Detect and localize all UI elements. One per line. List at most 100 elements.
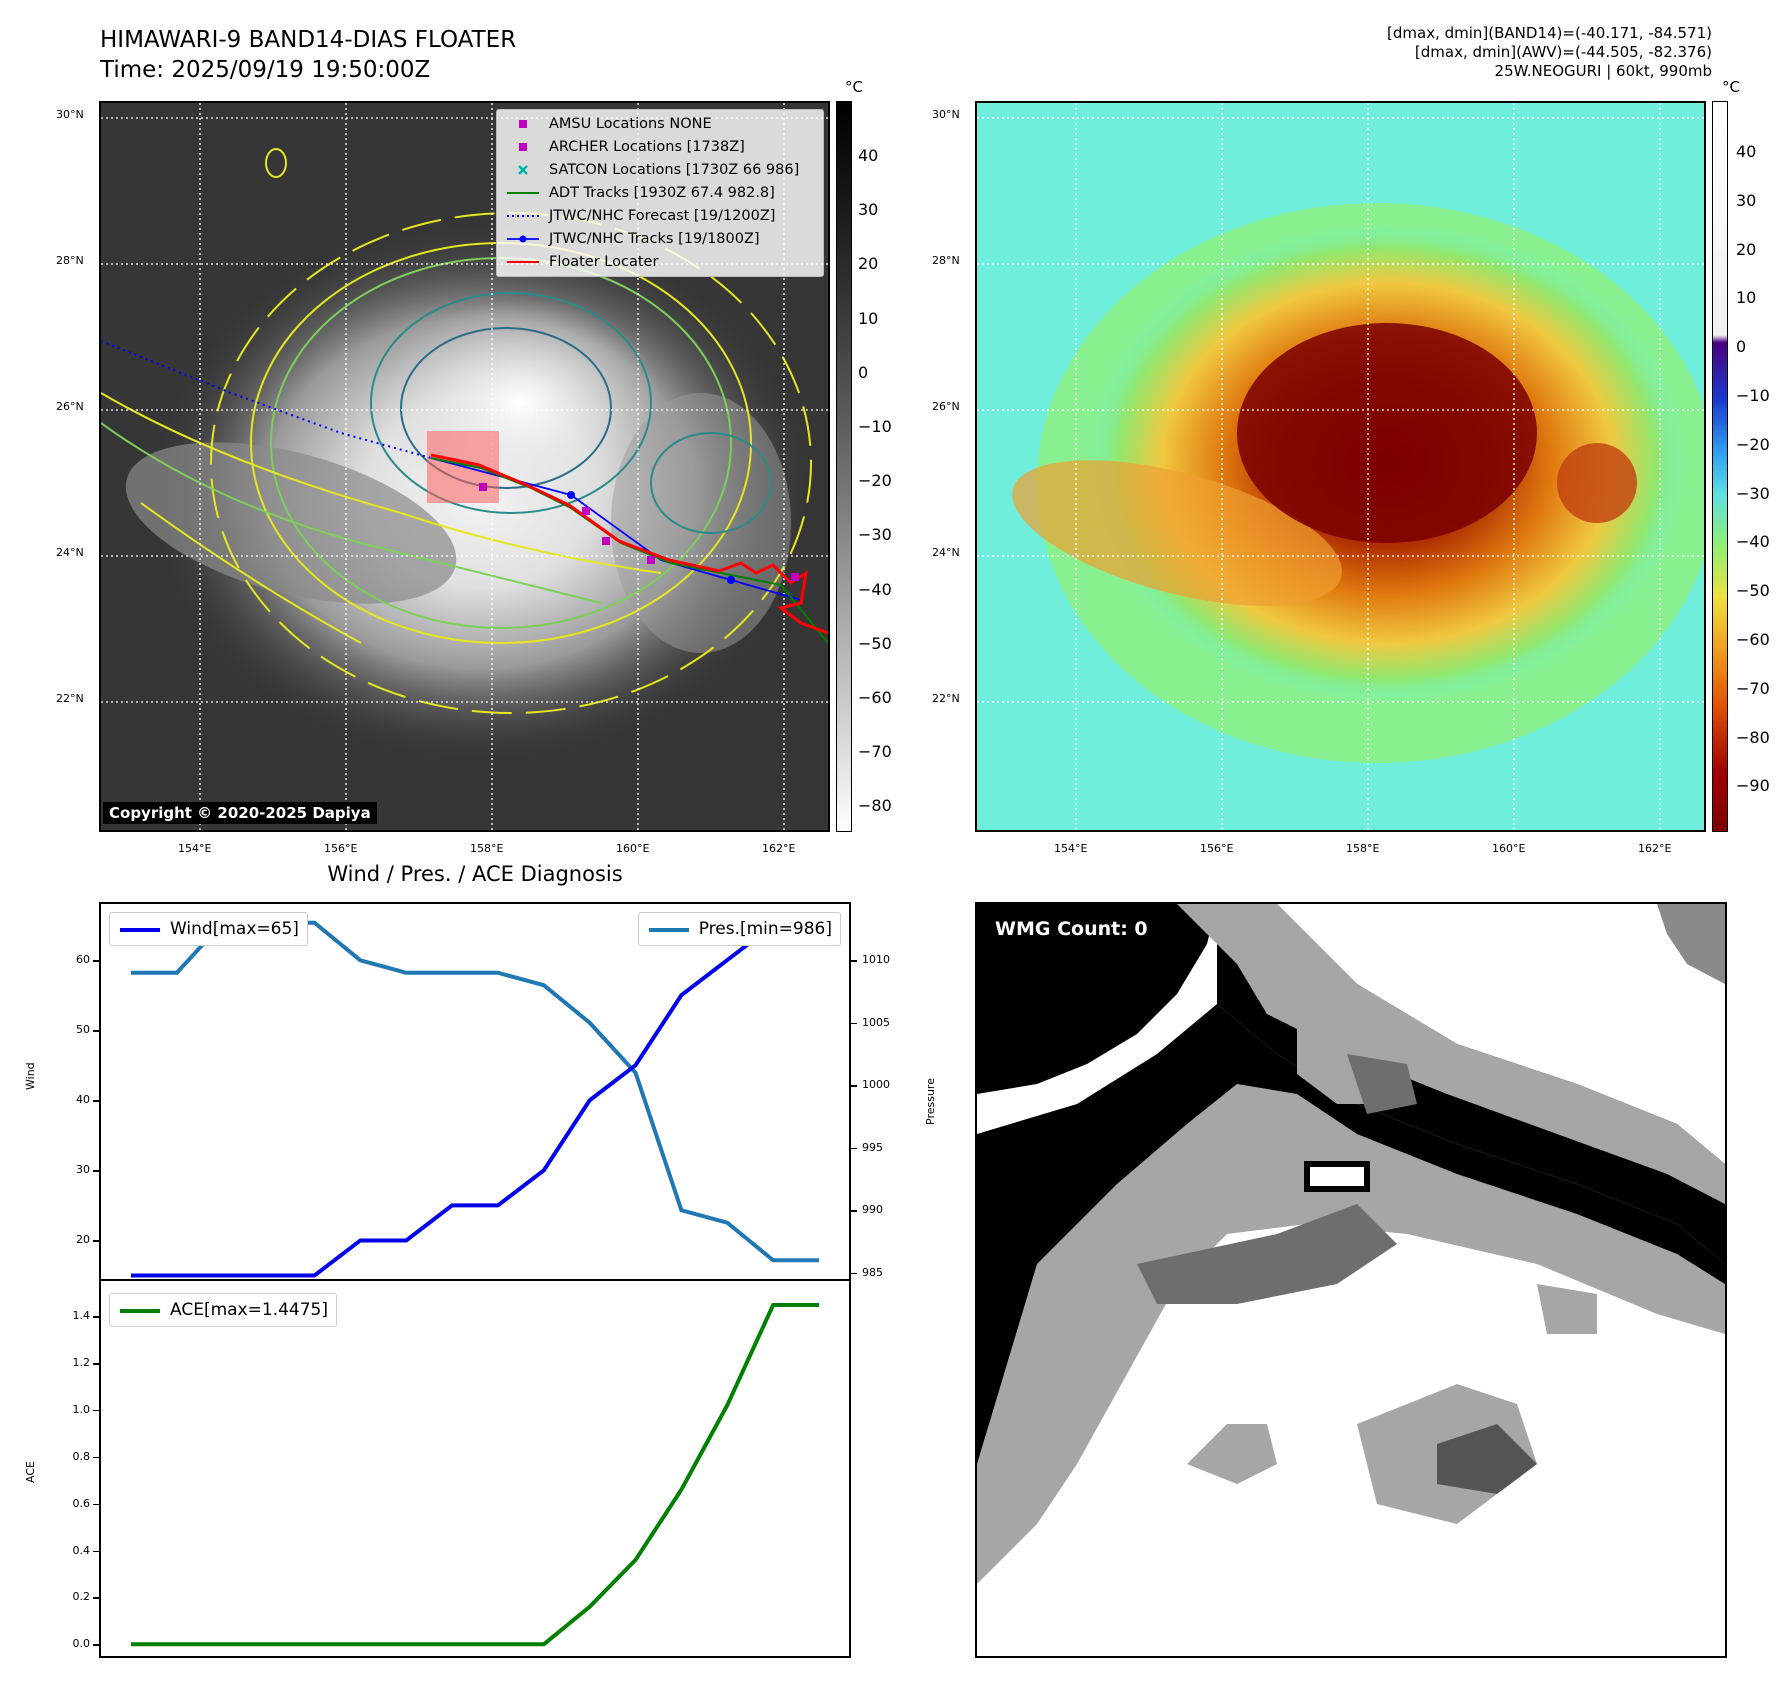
- pres-legend: Pres.[min=986]: [637, 912, 841, 946]
- awv-map-lat-label: 22°N: [932, 692, 960, 705]
- y-tick-label: 1.2: [72, 1356, 91, 1370]
- legend-symbol: [507, 192, 539, 194]
- ir-map-lon-label: 154°E: [178, 842, 212, 855]
- awv-map-lon-label: 162°E: [1638, 842, 1672, 855]
- y-tick-mark: [93, 1597, 99, 1599]
- y-tick-mark: [93, 1456, 99, 1459]
- pressure-tick-mark: [851, 1022, 857, 1025]
- wmg-panel: WMG Count: 0: [975, 902, 1727, 1658]
- right-colorbar: [1712, 101, 1728, 832]
- colorbar-left-tick: −80: [858, 796, 892, 816]
- colorbar-left-tick: 10: [858, 308, 879, 328]
- y-tick-mark: [93, 1550, 99, 1553]
- ir-map-lon-label: 158°E: [470, 842, 504, 855]
- y-tick-label: 20: [76, 1233, 90, 1247]
- ir-map-lat-label: 24°N: [56, 546, 84, 559]
- awv-map-lat-label: 30°N: [932, 108, 960, 121]
- colorbar-left-tick: 20: [858, 254, 879, 274]
- y-tick-label: 50: [76, 1023, 90, 1037]
- colorbar-right-tick: −90: [1736, 776, 1770, 796]
- y-tick-label: 0.8: [72, 1449, 91, 1463]
- ir-map-panel: Copyright © 2020-2025 Dapiya AMSU Locati…: [99, 101, 830, 832]
- colorbar-right-tick: 0: [1736, 337, 1747, 357]
- pressure-tick-mark: [851, 960, 857, 962]
- ace-legend: ACE[max=1.4475]: [109, 1293, 337, 1327]
- y-tick-mark: [93, 1240, 99, 1242]
- y-tick-label: 0.6: [72, 1496, 91, 1510]
- ir-map-lat-label: 28°N: [56, 254, 84, 267]
- wmg-image: [977, 904, 1725, 1656]
- pressure-tick-label: 990: [862, 1203, 883, 1217]
- left-colorbar: [836, 101, 852, 832]
- legend-label: ARCHER Locations [1738Z]: [549, 139, 745, 155]
- ir-map-lon-label: 156°E: [324, 842, 358, 855]
- colorbar-right-tick: 20: [1736, 239, 1757, 259]
- wmg-count-label: WMG Count: 0: [995, 918, 1148, 940]
- dmax-awv: [dmax, dmin](AWV)=(-44.505, -82.376): [1414, 43, 1712, 61]
- legend-symbol: [507, 215, 539, 217]
- colorbar-right-tick: −40: [1736, 532, 1770, 552]
- legend-label: SATCON Locations [1730Z 66 986]: [549, 162, 800, 178]
- pressure-tick-label: 1010: [862, 953, 890, 967]
- y-tick-label: 1.0: [72, 1402, 91, 1416]
- legend-symbol: [507, 235, 539, 243]
- colorbar-right-tick: −60: [1736, 630, 1770, 649]
- wind-axis-label: Wind: [24, 1062, 37, 1090]
- colorbar-left-tick: −10: [858, 417, 892, 436]
- awv-map-image: [977, 103, 1704, 830]
- y-tick-mark: [93, 1170, 99, 1172]
- colorbar-right-tick: −20: [1736, 434, 1770, 454]
- y-tick-mark: [93, 1503, 99, 1506]
- colorbar-right-tick: −30: [1736, 483, 1770, 503]
- colorbar-left-tick: −30: [858, 525, 892, 545]
- colorbar-left-tick: 40: [858, 146, 879, 165]
- ace-chart: ACE[max=1.4475]: [99, 1279, 851, 1658]
- colorbar-left-tick: −20: [858, 471, 892, 491]
- pressure-tick-mark: [851, 1272, 857, 1275]
- awv-map-lat-label: 24°N: [932, 546, 960, 559]
- series-line: [131, 923, 819, 1278]
- y-tick-mark: [93, 960, 99, 962]
- colorbar-left-tick: 0: [858, 362, 869, 382]
- pressure-tick-label: 985: [862, 1265, 883, 1279]
- storm-info: 25W.NEOGURI | 60kt, 990mb: [1494, 62, 1712, 80]
- map-legend: AMSU Locations NONE ARCHER Locations [173…: [496, 109, 824, 277]
- pressure-axis-label: Pressure: [924, 1078, 937, 1125]
- pressure-tick-mark: [851, 1147, 857, 1150]
- legend-label: JTWC/NHC Tracks [19/1800Z]: [549, 231, 760, 247]
- colorbar-right-tick: 40: [1736, 142, 1757, 161]
- pressure-tick-label: 1005: [862, 1015, 890, 1029]
- y-tick-label: 1.4: [72, 1309, 91, 1323]
- pressure-tick-label: 995: [862, 1140, 883, 1154]
- ir-map-lat-label: 30°N: [56, 108, 84, 121]
- pressure-tick-label: 1000: [862, 1078, 890, 1092]
- legend-symbol: [518, 165, 528, 175]
- diagnosis-title: Wind / Pres. / ACE Diagnosis: [327, 862, 623, 886]
- right-colorbar-unit: °C: [1722, 78, 1740, 96]
- y-tick-mark: [93, 1030, 99, 1032]
- colorbar-left-tick: −70: [858, 742, 892, 762]
- copyright-label: Copyright © 2020-2025 Dapiya: [103, 802, 377, 824]
- ir-map-lon-label: 160°E: [616, 842, 650, 855]
- wind-legend: Wind[max=65]: [109, 912, 308, 946]
- awv-map-lon-label: 160°E: [1492, 842, 1526, 855]
- legend-label: AMSU Locations NONE: [549, 116, 712, 132]
- awv-map-lat-label: 28°N: [932, 254, 960, 267]
- awv-map-panel: [975, 101, 1706, 832]
- time-title: Time: 2025/09/19 19:50:00Z: [100, 57, 431, 83]
- ir-map-lat-label: 26°N: [56, 400, 84, 413]
- ir-map-lat-label: 22°N: [56, 692, 84, 705]
- colorbar-left-tick: −60: [858, 688, 892, 707]
- colorbar-right-tick: 30: [1736, 190, 1757, 210]
- y-tick-label: 40: [76, 1093, 90, 1107]
- wind-pres-chart: Wind[max=65] Pres.[min=986]: [99, 902, 851, 1281]
- colorbar-left-tick: 30: [858, 200, 879, 220]
- pressure-tick-mark: [851, 1085, 857, 1087]
- colorbar-right-tick: 10: [1736, 288, 1757, 308]
- ir-map-lon-label: 162°E: [762, 842, 796, 855]
- legend-symbol: [519, 143, 527, 151]
- pressure-tick-mark: [851, 1210, 857, 1212]
- colorbar-right-tick: −80: [1736, 727, 1770, 747]
- legend-label: JTWC/NHC Forecast [19/1200Z]: [549, 208, 776, 224]
- y-tick-label: 0.2: [72, 1590, 91, 1604]
